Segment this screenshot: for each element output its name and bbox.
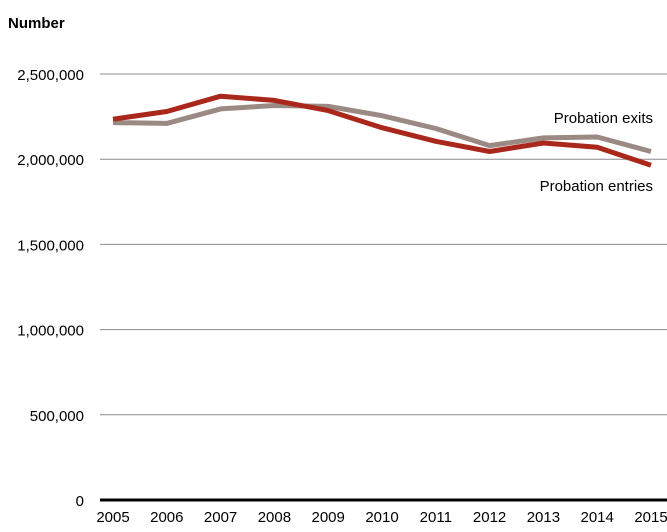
x-tick-label: 2005 [96, 509, 129, 526]
x-tick-label: 2007 [204, 509, 237, 526]
gridlines [100, 73, 667, 416]
x-tick-labels: 2005 2006 2007 2008 2009 2010 2011 2012 2013 2014… [96, 509, 667, 526]
x-tick-label: 2006 [150, 509, 183, 526]
y-tick-label: 2,000,000 [17, 152, 84, 169]
y-tick-labels: 0 500,000 1,000,000 1,500,000 2,000,000 2,500… [17, 67, 84, 510]
y-axis-title: Number [8, 15, 65, 32]
series-lines [112, 93, 652, 168]
y-tick-label: 0 [76, 493, 84, 510]
series-line-probation-entries [112, 93, 652, 168]
x-tick-label: 2015 [634, 509, 667, 526]
series-labels: Probation exits Probation entries [540, 110, 653, 195]
x-tick-label: 2010 [365, 509, 398, 526]
x-tick-label: 2013 [527, 509, 560, 526]
x-tick-label: 2008 [258, 509, 291, 526]
x-tick-label: 2014 [581, 509, 614, 526]
y-tick-label: 2,500,000 [17, 67, 84, 84]
y-tick-label: 1,000,000 [17, 323, 84, 340]
x-tick-label: 2009 [312, 509, 345, 526]
series-label-probation-exits: Probation exits [554, 110, 653, 127]
series-line-probation-exits [112, 103, 652, 154]
y-tick-label: 500,000 [30, 408, 84, 425]
series-label-probation-entries: Probation entries [540, 178, 653, 195]
y-tick-label: 1,500,000 [17, 237, 84, 254]
x-tick-label: 2011 [420, 509, 452, 526]
x-tick-label: 2012 [473, 509, 506, 526]
